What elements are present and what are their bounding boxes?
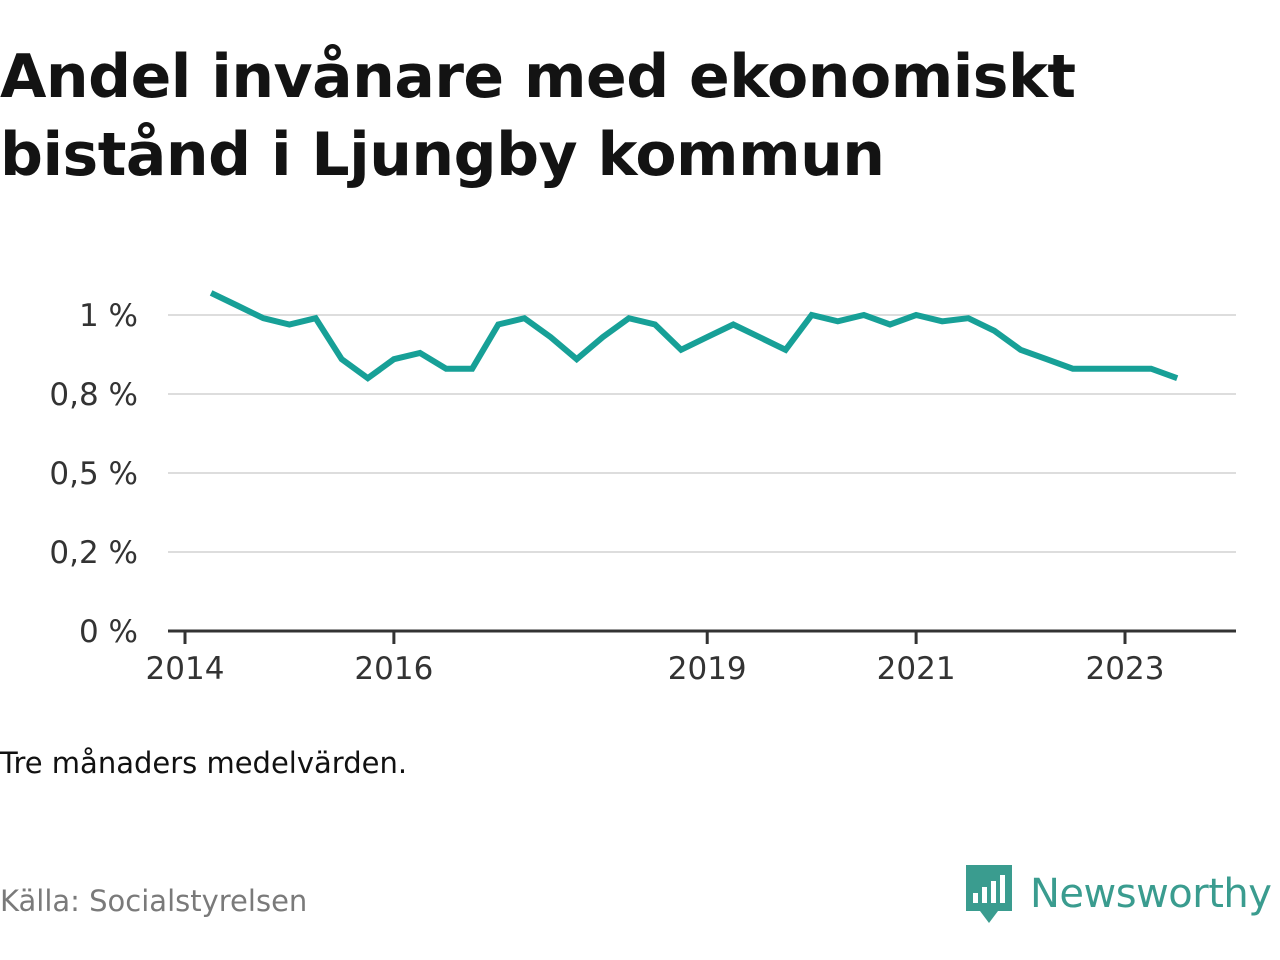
x-axis: 2014 2016 2019 2021 2023 <box>146 629 1236 687</box>
x-tick-label: 2021 <box>877 651 956 687</box>
gridlines <box>168 314 1236 553</box>
brand-name: Newsworthy <box>1030 871 1272 917</box>
x-tick-label: 2023 <box>1086 651 1165 687</box>
chart-note: Tre månaders medelvärden. <box>0 746 408 780</box>
y-axis-ticks: 0 % 0,2 % 0,5 % 0,8 % 1 % <box>49 298 138 650</box>
y-tick-label: 0,2 % <box>49 535 138 571</box>
brand-logo[interactable]: Newsworthy <box>964 862 1272 926</box>
newsworthy-logo-icon <box>966 865 1012 923</box>
x-tick-label: 2014 <box>146 651 225 687</box>
y-tick-label: 1 % <box>79 298 138 334</box>
source-text: Källa: Socialstyrelsen <box>0 884 308 918</box>
y-tick-label: 0,5 % <box>49 456 138 492</box>
line-chart: 0 %0,2 %0,5 %0,8 %1 % 2014 2016 2019 2021 20… <box>49 290 1236 687</box>
chart-title: Andel invånare med ekonomiskt bistånd i … <box>0 42 1076 190</box>
series-line <box>209 290 1179 382</box>
y-tick-label: 0,8 % <box>49 377 138 413</box>
series-group <box>209 290 1179 382</box>
y-tick-label: 0 % <box>79 614 138 650</box>
x-tick-label: 2016 <box>354 651 433 687</box>
x-tick-label: 2019 <box>668 651 747 687</box>
